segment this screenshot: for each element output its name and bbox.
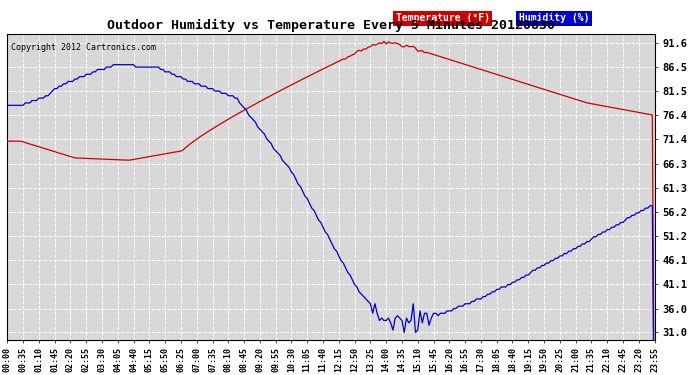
Text: Temperature (°F): Temperature (°F) bbox=[395, 13, 490, 23]
Text: Copyright 2012 Cartronics.com: Copyright 2012 Cartronics.com bbox=[10, 43, 155, 52]
Text: Humidity (%): Humidity (%) bbox=[519, 13, 589, 23]
Title: Outdoor Humidity vs Temperature Every 5 Minutes 20120830: Outdoor Humidity vs Temperature Every 5 … bbox=[107, 20, 555, 33]
